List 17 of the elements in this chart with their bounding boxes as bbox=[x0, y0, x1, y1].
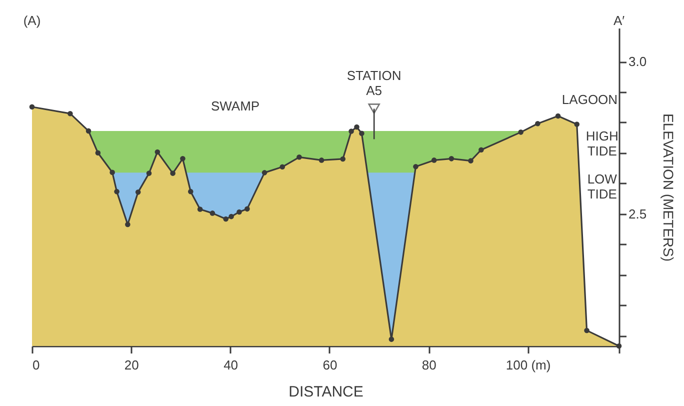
x-tick-label: 40 bbox=[224, 358, 238, 372]
y-tick-label: 3.0 bbox=[628, 54, 647, 70]
annotation: SWAMP bbox=[210, 98, 260, 114]
x-axis-title: DISTANCE bbox=[288, 384, 364, 400]
text: A′ bbox=[613, 13, 626, 28]
annotation: LOW TIDE bbox=[587, 171, 618, 202]
annotation: HIGH TIDE bbox=[586, 128, 618, 159]
annotation: LAGOON bbox=[562, 92, 618, 108]
x-tick-label: 0 bbox=[32, 358, 40, 372]
y-tick-label: 2.5 bbox=[628, 206, 647, 222]
x-tick-label: 80 bbox=[422, 358, 436, 372]
x-tick-label: 20 bbox=[124, 358, 139, 372]
text: (A) bbox=[23, 13, 41, 28]
x-tick-label: 100 (m) bbox=[506, 358, 551, 372]
y-axis-title: ELEVATION (METERS) bbox=[660, 113, 677, 262]
x-tick-label: 60 bbox=[322, 358, 338, 372]
annotation: STATION A5 bbox=[346, 68, 402, 98]
